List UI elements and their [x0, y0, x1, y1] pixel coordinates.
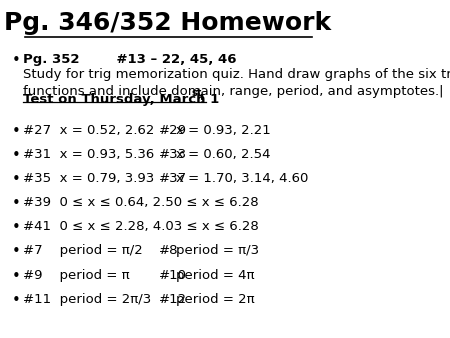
Text: #7    period = π/2: #7 period = π/2 — [23, 244, 143, 258]
Text: •: • — [11, 196, 20, 211]
Text: #11  period = 2π/3: #11 period = 2π/3 — [23, 293, 151, 306]
Text: Test on Thursday, March 1: Test on Thursday, March 1 — [23, 93, 219, 105]
Text: Study for trig memorization quiz. Hand draw graphs of the six trig
functions and: Study for trig memorization quiz. Hand d… — [23, 68, 450, 98]
Text: Pg. 352        #13 – 22, 45, 46: Pg. 352 #13 – 22, 45, 46 — [23, 53, 237, 66]
Text: #10: #10 — [159, 269, 187, 282]
Text: #41  0 ≤ x ≤ 2.28, 4.03 ≤ x ≤ 6.28: #41 0 ≤ x ≤ 2.28, 4.03 ≤ x ≤ 6.28 — [23, 220, 259, 233]
Text: •: • — [11, 172, 20, 187]
Text: #27  x = 0.52, 2.62: #27 x = 0.52, 2.62 — [23, 124, 154, 137]
Text: •: • — [11, 124, 20, 139]
Text: #9    period = π: #9 period = π — [23, 269, 130, 282]
Text: •: • — [11, 220, 20, 235]
Text: !: ! — [198, 93, 204, 105]
Text: •: • — [11, 148, 20, 163]
Text: #8: #8 — [159, 244, 179, 258]
Text: period = 2π: period = 2π — [176, 293, 254, 306]
Text: #35  x = 0.79, 3.93: #35 x = 0.79, 3.93 — [23, 172, 154, 185]
Text: •: • — [11, 53, 20, 68]
Text: #37: #37 — [159, 172, 187, 185]
Text: st: st — [192, 88, 202, 98]
Text: #29: #29 — [159, 124, 187, 137]
Text: x = 0.93, 2.21: x = 0.93, 2.21 — [176, 124, 270, 137]
Text: x = 1.70, 3.14, 4.60: x = 1.70, 3.14, 4.60 — [176, 172, 308, 185]
Text: •: • — [11, 293, 20, 308]
Text: period = 4π: period = 4π — [176, 269, 254, 282]
Text: #12: #12 — [159, 293, 187, 306]
Text: period = π/3: period = π/3 — [176, 244, 259, 258]
Text: •: • — [11, 244, 20, 260]
Text: •: • — [11, 269, 20, 284]
Text: #39  0 ≤ x ≤ 0.64, 2.50 ≤ x ≤ 6.28: #39 0 ≤ x ≤ 0.64, 2.50 ≤ x ≤ 6.28 — [23, 196, 259, 209]
Text: Pg. 346/352 Homework: Pg. 346/352 Homework — [4, 11, 331, 35]
Text: #31  x = 0.93, 5.36: #31 x = 0.93, 5.36 — [23, 148, 154, 161]
Text: x = 0.60, 2.54: x = 0.60, 2.54 — [176, 148, 270, 161]
Text: #33: #33 — [159, 148, 187, 161]
